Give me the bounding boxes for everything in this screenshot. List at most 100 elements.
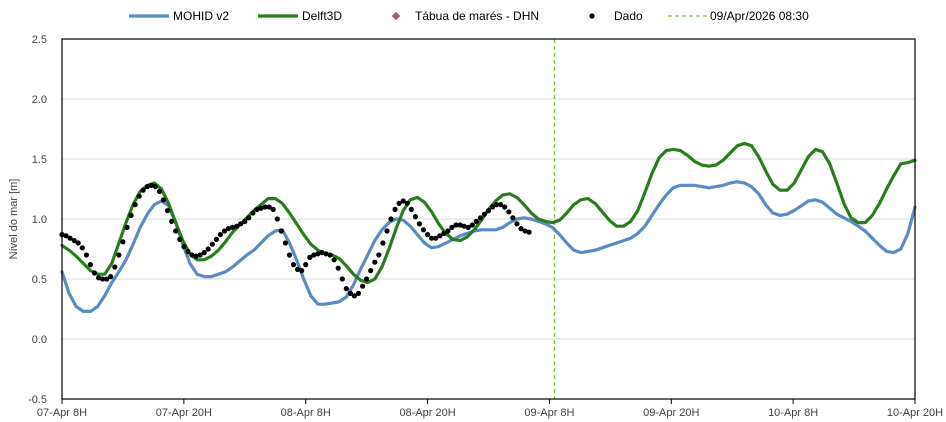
data-point — [360, 283, 366, 289]
data-point — [120, 239, 126, 245]
chart-legend: MOHID v2 Delft3D Tábua de marés - DHN Dado 0… — [129, 9, 809, 23]
data-point — [246, 215, 252, 221]
data-point — [91, 270, 98, 276]
data-point — [502, 204, 508, 210]
data-point — [510, 215, 516, 221]
data-point — [339, 276, 345, 282]
x-tick-label: 09-Apr 8H — [524, 407, 574, 419]
data-point — [169, 218, 175, 224]
data-point — [416, 221, 422, 227]
data-point — [132, 202, 138, 208]
data-point — [494, 202, 500, 208]
data-point — [453, 222, 459, 228]
data-point — [469, 222, 475, 228]
data-point — [441, 230, 447, 236]
data-point — [116, 252, 122, 258]
data-point — [266, 204, 272, 210]
data-point — [71, 238, 77, 244]
plot-frame — [61, 38, 916, 400]
data-point — [67, 235, 73, 241]
data-point — [250, 210, 256, 216]
data-point — [104, 276, 110, 282]
data-point — [197, 252, 203, 258]
data-point — [437, 233, 443, 239]
data-point — [225, 226, 232, 232]
data-point — [384, 228, 390, 234]
data-point — [311, 252, 317, 258]
data-point — [238, 221, 244, 227]
data-point — [400, 198, 406, 204]
data-point — [396, 200, 402, 206]
data-point — [112, 264, 118, 270]
data-point — [477, 215, 483, 221]
y-tick-labels: -0.5 0.0 0.5 1.0 1.5 2.0 2.5 — [28, 34, 47, 406]
data-point — [307, 254, 313, 260]
data-point — [83, 252, 89, 258]
data-point — [319, 250, 325, 256]
data-point — [87, 262, 93, 268]
data-point — [270, 206, 276, 212]
data-point — [258, 205, 264, 211]
data-point — [165, 208, 171, 214]
data-point — [299, 268, 305, 274]
data-point — [522, 228, 528, 234]
y-tick-label: 0.5 — [32, 274, 47, 286]
data-point — [79, 245, 85, 251]
legend-label: Tábua de marés - DHN — [415, 9, 539, 23]
data-point — [278, 228, 284, 234]
data-point — [461, 223, 467, 229]
data-point — [128, 212, 134, 218]
data-point — [156, 188, 163, 194]
y-tick-label: 2.5 — [32, 34, 47, 46]
legend-label: 09/Apr/2026 08:30 — [710, 9, 809, 23]
data-point — [213, 236, 219, 242]
x-tick-label: 08-Apr 20H — [399, 407, 455, 419]
data-point — [100, 276, 106, 282]
data-point — [63, 233, 69, 239]
legend-swatch — [391, 11, 401, 21]
data-point — [433, 235, 439, 241]
data-point — [506, 209, 512, 215]
data-point — [388, 216, 394, 222]
data-point — [217, 232, 223, 238]
data-point — [498, 202, 504, 208]
y-tick-label: 0.0 — [32, 334, 47, 346]
data-point — [376, 252, 382, 258]
data-point — [189, 252, 195, 258]
data-point — [160, 197, 167, 203]
data-point — [201, 250, 207, 256]
data-point — [152, 184, 158, 190]
data-point — [96, 275, 102, 281]
data-point — [445, 228, 451, 234]
data-point — [331, 257, 337, 263]
data-point — [404, 200, 410, 206]
data-point — [144, 184, 150, 190]
data-point — [457, 222, 463, 228]
data-point — [355, 290, 362, 296]
data-point — [335, 265, 341, 271]
data-point — [420, 227, 427, 233]
legend-label: Delft3D — [302, 9, 342, 23]
data-point — [429, 235, 435, 241]
x-tick-label: 10-Apr 20H — [887, 407, 943, 419]
data-point — [181, 244, 187, 250]
x-tick-label: 07-Apr 20H — [156, 407, 212, 419]
data-point — [412, 214, 418, 220]
data-point — [425, 232, 431, 238]
data-point — [465, 224, 471, 230]
legend-label: Dado — [614, 9, 643, 23]
data-point — [230, 224, 236, 230]
data-point — [75, 240, 81, 246]
data-point — [242, 218, 248, 224]
y-tick-label: 1.0 — [32, 214, 47, 226]
data-point — [518, 226, 524, 232]
data-point — [185, 248, 191, 254]
data-point — [148, 182, 154, 188]
legend-label: MOHID v2 — [173, 9, 229, 23]
data-point — [343, 286, 349, 292]
x-tick-label: 09-Apr 20H — [643, 407, 699, 419]
data-point — [177, 236, 183, 242]
series-line-mohid-v2 — [60, 180, 917, 313]
data-point — [347, 290, 353, 296]
